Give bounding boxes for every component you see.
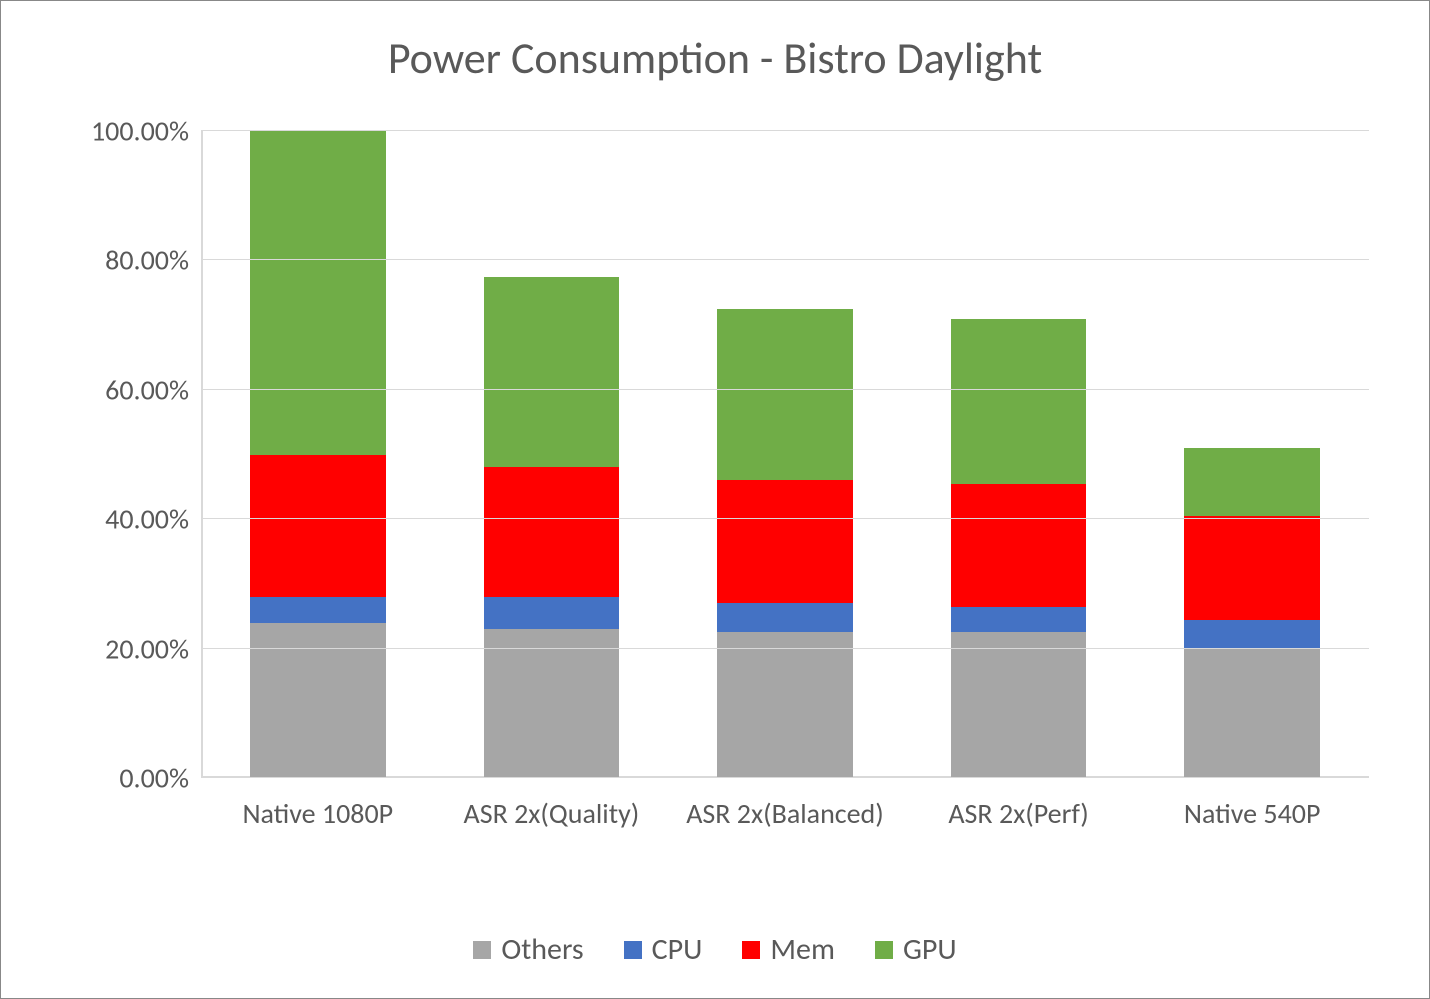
bar-segment-mem	[484, 467, 619, 596]
plot-area: 0.00%20.00%40.00%60.00%80.00%100.00%	[61, 131, 1369, 778]
y-tick-label: 20.00%	[105, 631, 189, 666]
legend-item-others: Others	[473, 931, 583, 968]
bar-slot	[435, 131, 669, 778]
bar-segment-gpu	[250, 131, 385, 455]
bar-segment-others	[951, 632, 1086, 778]
x-axis-label: ASR 2x(Balanced)	[668, 796, 902, 831]
legend-label: CPU	[652, 931, 703, 968]
legend-swatch	[742, 941, 760, 959]
x-axis-label: ASR 2x(Perf)	[902, 796, 1136, 831]
x-axis-label: Native 540P	[1135, 796, 1369, 831]
bar-segment-cpu	[250, 597, 385, 623]
y-tick-label: 80.00%	[105, 243, 189, 278]
legend-label: GPU	[903, 931, 957, 968]
bar-segment-others	[1184, 649, 1319, 778]
bar-slot	[201, 131, 435, 778]
y-tick-label: 100.00%	[91, 114, 189, 149]
stacked-bar	[484, 277, 619, 778]
grid-line	[201, 648, 1369, 649]
bar-segment-others	[484, 629, 619, 778]
bar-segment-cpu	[1184, 620, 1319, 649]
grid-line	[201, 259, 1369, 260]
bar-segment-cpu	[484, 597, 619, 629]
y-tick-label: 40.00%	[105, 502, 189, 537]
x-axis-labels: Native 1080PASR 2x(Quality)ASR 2x(Balanc…	[201, 796, 1369, 831]
bar-slot	[902, 131, 1136, 778]
legend-item-gpu: GPU	[875, 931, 957, 968]
bar-segment-cpu	[951, 607, 1086, 633]
grid-line	[201, 130, 1369, 131]
legend-swatch	[473, 941, 491, 959]
bar-segment-gpu	[951, 319, 1086, 484]
legend-item-cpu: CPU	[624, 931, 703, 968]
x-axis-label: ASR 2x(Quality)	[435, 796, 669, 831]
y-tick-label: 60.00%	[105, 372, 189, 407]
stacked-bar	[717, 309, 852, 778]
bar-slot	[1135, 131, 1369, 778]
bar-segment-gpu	[484, 277, 619, 468]
chart-container: Power Consumption - Bistro Daylight 0.00…	[0, 0, 1430, 999]
bar-slot	[668, 131, 902, 778]
bar-segment-mem	[250, 455, 385, 597]
grid-line	[201, 518, 1369, 519]
x-axis-label: Native 1080P	[201, 796, 435, 831]
bar-segment-gpu	[1184, 448, 1319, 516]
bars-group	[201, 131, 1369, 778]
bar-segment-mem	[951, 484, 1086, 607]
bar-segment-mem	[717, 480, 852, 603]
bar-segment-gpu	[717, 309, 852, 480]
legend: Others CPU Mem GPU	[1, 931, 1429, 968]
grid-line	[201, 389, 1369, 390]
legend-swatch	[875, 941, 893, 959]
legend-swatch	[624, 941, 642, 959]
stacked-bar	[951, 319, 1086, 778]
legend-item-mem: Mem	[742, 931, 835, 968]
legend-label: Mem	[770, 931, 835, 968]
bar-segment-cpu	[717, 603, 852, 632]
stacked-bar	[250, 131, 385, 778]
stacked-bar	[1184, 448, 1319, 778]
legend-label: Others	[501, 931, 583, 968]
chart-title: Power Consumption - Bistro Daylight	[1, 31, 1429, 85]
plot	[201, 131, 1369, 778]
bar-segment-others	[250, 623, 385, 778]
grid-line	[201, 777, 1369, 778]
bar-segment-mem	[1184, 516, 1319, 620]
y-tick-label: 0.00%	[119, 761, 189, 796]
bar-segment-others	[717, 632, 852, 778]
y-axis: 0.00%20.00%40.00%60.00%80.00%100.00%	[61, 131, 201, 778]
